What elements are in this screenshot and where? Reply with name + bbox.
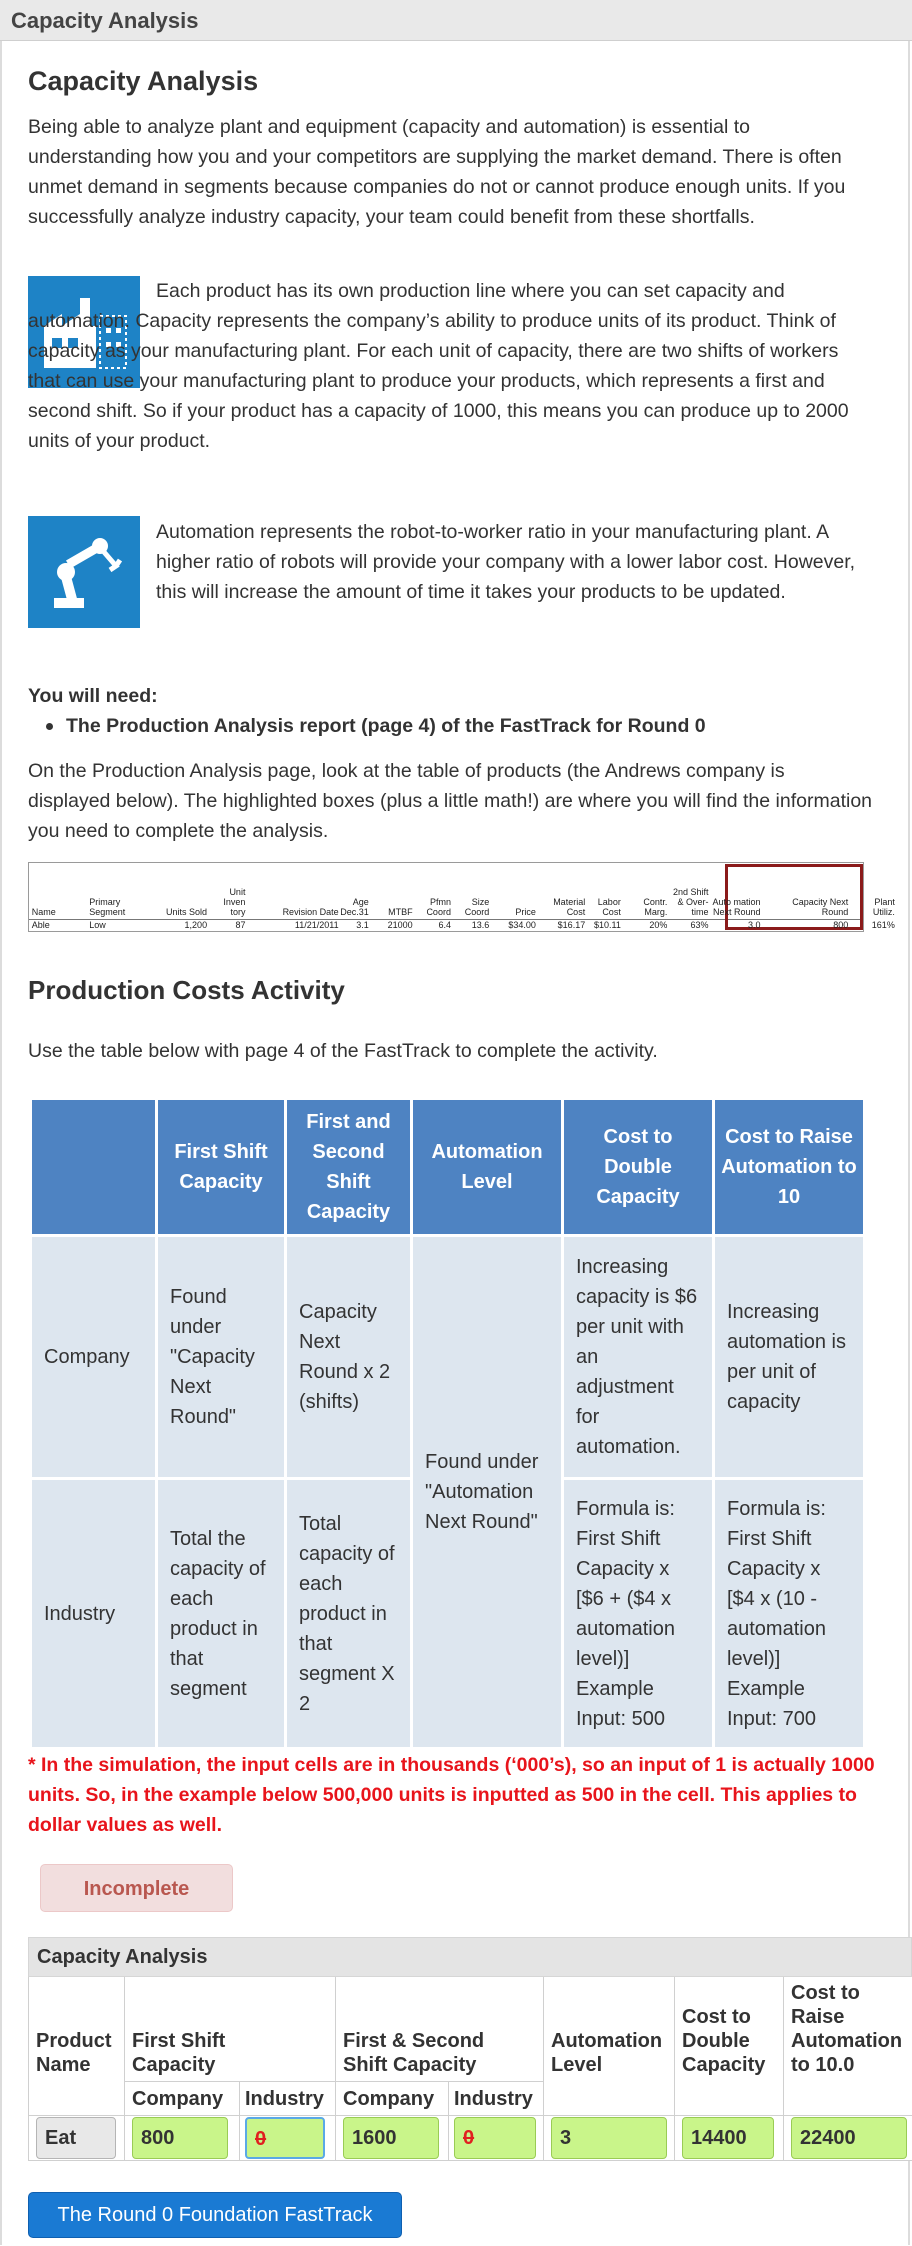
activity-instructions: Use the table below with page 4 of the F… xyxy=(28,1040,658,1062)
form-title: Capacity Analysis xyxy=(28,1937,912,1977)
status-badge: Incomplete xyxy=(40,1864,233,1912)
fasttrack-button[interactable]: The Round 0 Foundation FastTrack xyxy=(28,2192,402,2238)
report-row-cell: 11/21/2011 xyxy=(294,920,339,930)
need-item: The Production Analysis report (page 4) … xyxy=(66,715,706,737)
header-product-name: Product Name xyxy=(36,2030,112,2076)
report-row-cell: 13.6 xyxy=(471,920,490,930)
bullet xyxy=(46,723,53,730)
report-header-cell: 2nd Shift & Over- time xyxy=(672,887,709,917)
report-row-cell: Able xyxy=(31,920,50,930)
guide-industry-first-shift: Total the capacity of each product in th… xyxy=(158,1480,284,1747)
report-header-cell: Primary Segment xyxy=(89,897,126,917)
highlight-box xyxy=(725,864,863,930)
guide-header-blank xyxy=(32,1100,155,1234)
report-row-cell: 800 xyxy=(833,920,849,930)
report-header-cell: Capacity Next Round xyxy=(792,897,849,917)
guide-industry-cost-double: Formula is: First Shift Capacity x [$6 +… xyxy=(564,1480,712,1747)
report-header-cell: Pfmn Coord xyxy=(426,897,451,917)
report-row-cell: $34.00 xyxy=(508,920,536,930)
report-row-cell: 20% xyxy=(649,920,668,930)
guide-row-label-industry: Industry xyxy=(32,1480,155,1747)
guide-automation-merged: Found under "Automation Next Round" xyxy=(413,1237,561,1747)
guide-company-both-shifts: Capacity Next Round x 2 (shifts) xyxy=(287,1237,410,1477)
subheader-first-company: Company xyxy=(132,2088,224,2110)
guide-industry-cost-raise: Formula is: First Shift Capacity x [$4 x… xyxy=(715,1480,863,1747)
guide-header-first-shift: First Shift Capacity xyxy=(158,1100,284,1234)
report-instructions: On the Production Analysis page, look at… xyxy=(28,760,873,842)
report-row-cell: 3.1 xyxy=(356,920,369,930)
both-shifts-company-input[interactable]: 1600 xyxy=(343,2117,439,2159)
report-header-cell: MTBF xyxy=(388,907,413,917)
guide-header-cost-raise: Cost to Raise Automation to 10 xyxy=(715,1100,863,1234)
page-title: Capacity Analysis xyxy=(28,66,259,96)
need-heading: You will need: xyxy=(28,685,158,707)
guide-company-first-shift: Found under "Capacity Next Round" xyxy=(158,1237,284,1477)
guide-industry-both-shifts: Total capacity of each product in that s… xyxy=(287,1480,410,1747)
report-row-cell: Low xyxy=(89,920,106,930)
report-header-cell: Size Coord xyxy=(464,897,490,917)
header-cost-double: Cost to Double Capacity xyxy=(682,2006,766,2076)
both-shifts-industry-input[interactable]: 0 xyxy=(454,2117,536,2159)
window-titlebar: Capacity Analysis xyxy=(0,0,912,41)
report-row-cell: 87 xyxy=(235,920,246,930)
report-header-cell: Price xyxy=(515,907,536,917)
robot-arm-icon xyxy=(28,516,140,628)
guide-row-label-company: Company xyxy=(32,1237,155,1477)
report-header-cell: Age Dec.31 xyxy=(340,897,369,917)
guide-header-cost-double: Cost to Double Capacity xyxy=(564,1100,712,1234)
capacity-form-table: Capacity Analysis Product Name First Shi… xyxy=(28,1937,912,2161)
report-header-cell: Contr. Marg. xyxy=(643,897,668,917)
first-shift-company-input[interactable]: 800 xyxy=(132,2117,228,2159)
guide-header-automation: Automation Level xyxy=(413,1100,561,1234)
subheader-first-industry: Industry xyxy=(245,2088,324,2110)
capacity-paragraph: Each product has its own production line… xyxy=(28,280,849,452)
report-row-cell: 161% xyxy=(871,920,895,930)
report-row-cell: $10.11 xyxy=(593,920,621,930)
report-header-cell: Labor Cost xyxy=(597,897,621,917)
report-header-cell: Material Cost xyxy=(553,897,586,917)
content-frame xyxy=(0,41,910,2245)
product-name-field: Eat xyxy=(36,2117,116,2159)
cost-double-capacity-input[interactable]: 14400 xyxy=(682,2117,774,2159)
window-title: Capacity Analysis xyxy=(11,8,199,33)
report-row-cell: $16.17 xyxy=(557,920,586,930)
production-report-snippet: Name Primary Segment Units Sold Unit Inven … xyxy=(28,862,895,932)
subheader-both-industry: Industry xyxy=(454,2088,533,2110)
report-header-cell: Units Sold xyxy=(166,907,208,917)
header-both-shifts: First & Second Shift Capacity xyxy=(343,2030,485,2076)
intro-text: Being able to analyze plant and equipmen… xyxy=(28,116,846,228)
report-row-cell: 21000 xyxy=(387,920,413,930)
report-row-cell: 63% xyxy=(690,920,709,930)
guide-header-both-shifts: First and Second Shift Capacity xyxy=(287,1100,410,1234)
report-header-cell: Auto mation Next Round xyxy=(712,897,761,917)
thousands-note: * In the simulation, the input cells are… xyxy=(28,1754,875,1836)
header-automation: Automation Level xyxy=(551,2030,663,2076)
guide-company-cost-double: Increasing capacity is $6 per unit with … xyxy=(564,1237,712,1477)
first-shift-industry-input[interactable]: 0 xyxy=(245,2117,325,2159)
automation-level-input[interactable]: 3 xyxy=(551,2117,667,2159)
cost-raise-automation-input[interactable]: 22400 xyxy=(791,2117,907,2159)
header-cost-raise: Cost to Raise Automation to 10.0 xyxy=(791,1982,903,2076)
report-header-cell: Name xyxy=(31,907,56,917)
automation-paragraph: Automation represents the robot-to-worke… xyxy=(156,521,856,603)
report-header-cell: Revision Date xyxy=(282,907,339,917)
subheader-both-company: Company xyxy=(343,2088,435,2110)
activity-title: Production Costs Activity xyxy=(28,975,345,1005)
report-header-cell: Unit Inven tory xyxy=(223,887,246,917)
header-first-shift: First Shift Capacity xyxy=(132,2030,226,2076)
factory-icon xyxy=(28,276,140,388)
guide-company-cost-raise: Increasing automation is per unit of cap… xyxy=(715,1237,863,1477)
report-row-cell: 6.4 xyxy=(438,920,451,930)
report-row-cell: 1,200 xyxy=(184,920,208,930)
report-row-cell: 3.0 xyxy=(748,920,761,930)
report-header-cell: Plant Utiliz. xyxy=(872,897,895,917)
